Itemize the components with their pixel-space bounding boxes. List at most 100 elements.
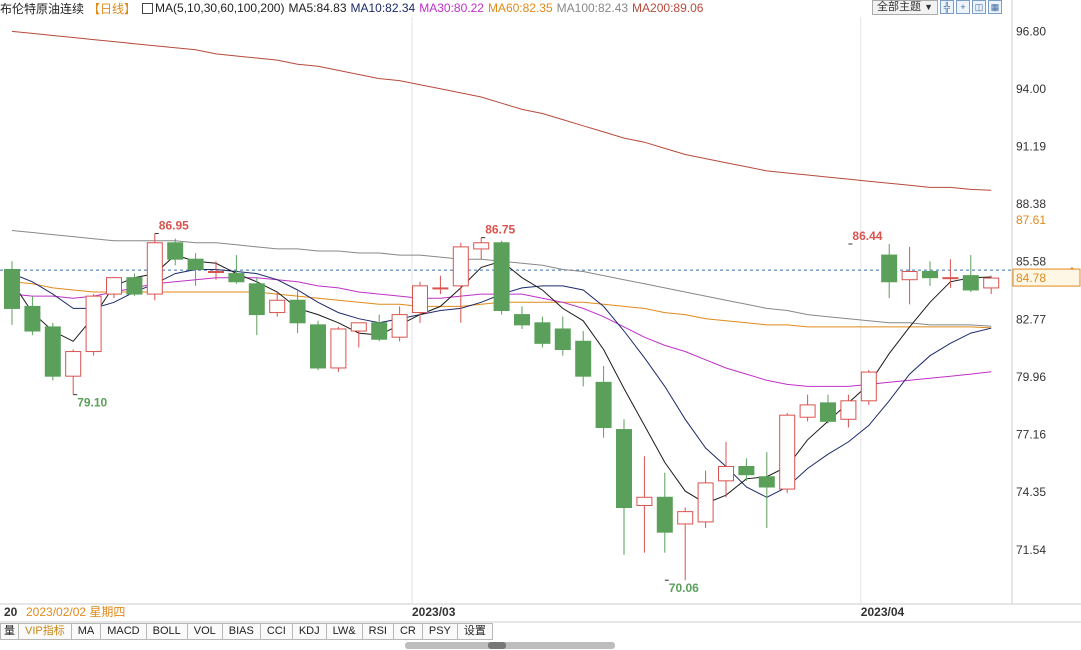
- candle-body[interactable]: [330, 328, 347, 369]
- candle-body[interactable]: [248, 283, 265, 316]
- y-tick-label: 77.16: [1016, 427, 1046, 441]
- candle-body[interactable]: [983, 277, 1000, 289]
- ma30-value: MA30:80.22: [419, 1, 484, 15]
- candle-body[interactable]: [554, 328, 571, 350]
- candle-body[interactable]: [493, 242, 510, 311]
- candle-body[interactable]: [534, 322, 551, 344]
- candle-body[interactable]: [922, 271, 938, 279]
- horizontal-scrollbar[interactable]: [405, 642, 615, 649]
- y-tick-label: 91.19: [1016, 140, 1046, 154]
- candle-body[interactable]: [656, 496, 673, 533]
- candle-body[interactable]: [820, 402, 836, 422]
- y-tick-label: 96.80: [1016, 24, 1046, 38]
- date-overlay: 2023/02/02 星期四: [26, 605, 125, 619]
- zoom-in-icon[interactable]: +: [955, 0, 970, 14]
- candle-body[interactable]: [44, 326, 61, 377]
- last-price-box: [1012, 268, 1081, 287]
- y-tick-label: 79.96: [1016, 370, 1046, 384]
- candle-body[interactable]: [106, 277, 122, 295]
- y-tick-label: 88.38: [1016, 197, 1046, 211]
- chart-legend: 布伦特原油连续 【日线】 MA(5,10,30,60,100,200) MA5:…: [0, 0, 707, 16]
- tab-psy[interactable]: PSY: [422, 623, 458, 640]
- chevron-down-icon: ▼: [924, 2, 933, 12]
- candle-body[interactable]: [636, 496, 653, 506]
- crosshair-icon[interactable]: ╬: [939, 0, 954, 14]
- candle-body[interactable]: [65, 351, 82, 377]
- y-tick-label: 85.58: [1016, 255, 1046, 269]
- tab-vol[interactable]: VOL: [187, 623, 223, 640]
- candle-body[interactable]: [942, 277, 959, 280]
- candle-body[interactable]: [371, 322, 388, 340]
- candle-body[interactable]: [412, 285, 428, 314]
- candle-body[interactable]: [779, 414, 796, 490]
- candle-body[interactable]: [575, 340, 592, 377]
- ma-settings-icon[interactable]: [142, 2, 154, 14]
- candle-body[interactable]: [167, 242, 184, 260]
- grid-layout-icon[interactable]: ▦: [987, 0, 1002, 14]
- ma-params: MA(5,10,30,60,100,200): [155, 1, 285, 15]
- instrument-title: 布伦特原油连续: [0, 1, 85, 16]
- candle-body[interactable]: [4, 268, 20, 309]
- candle-body[interactable]: [126, 277, 143, 295]
- period-label[interactable]: 【日线】: [88, 1, 137, 16]
- candle-body[interactable]: [187, 258, 204, 270]
- candle-body[interactable]: [514, 314, 530, 326]
- tab-settings[interactable]: 设置: [457, 623, 493, 640]
- low-label: 79.10: [77, 396, 107, 410]
- theme-label: 全部主题: [877, 1, 921, 13]
- ma60-value: MA60:82.35: [487, 1, 553, 15]
- candle-body[interactable]: [840, 400, 857, 420]
- candle-body[interactable]: [228, 273, 245, 283]
- tab-kdj[interactable]: KDJ: [292, 623, 327, 640]
- tab-boll[interactable]: BOLL: [146, 623, 188, 640]
- candle-body[interactable]: [799, 404, 816, 418]
- candle-body[interactable]: [289, 299, 306, 324]
- candle-body[interactable]: [310, 324, 326, 369]
- candle-body[interactable]: [208, 271, 224, 274]
- candle-body[interactable]: [697, 482, 714, 523]
- ma100-value: MA100:82.43: [556, 1, 629, 15]
- scrollbar-thumb[interactable]: [488, 642, 506, 649]
- tab-rsi[interactable]: RSI: [362, 623, 394, 640]
- candle-body[interactable]: [146, 242, 163, 295]
- high-label: 86.44: [852, 229, 882, 243]
- candle-body[interactable]: [901, 271, 918, 281]
- candle-body[interactable]: [738, 465, 755, 476]
- tab-lw[interactable]: LW&: [326, 623, 363, 640]
- tab-cr[interactable]: CR: [393, 623, 423, 640]
- y-tick-label: 71.54: [1016, 543, 1046, 557]
- ma200-value: MA200:89.06: [632, 1, 704, 15]
- last-price-label: 84.78: [1016, 271, 1046, 285]
- candle-body[interactable]: [962, 275, 979, 291]
- candle-body[interactable]: [391, 314, 408, 338]
- candle-body[interactable]: [85, 295, 102, 353]
- tab-macd[interactable]: MACD: [101, 623, 147, 640]
- tab-vip[interactable]: VIP指标: [19, 623, 72, 640]
- candle-body[interactable]: [677, 511, 694, 525]
- tab-vol-short[interactable]: 量: [0, 623, 19, 640]
- theme-dropdown[interactable]: 全部主题 ▼: [872, 0, 938, 15]
- candle-body[interactable]: [432, 287, 449, 290]
- x-tick-label: 2023/03: [412, 605, 456, 619]
- candle-body[interactable]: [860, 371, 877, 402]
- ma5-value: MA5:84.83: [288, 1, 347, 15]
- candle-body[interactable]: [452, 246, 469, 287]
- candle-body[interactable]: [473, 242, 490, 250]
- candle-body[interactable]: [881, 254, 898, 283]
- candle-body[interactable]: [616, 429, 632, 509]
- candle-body[interactable]: [718, 465, 734, 482]
- ma10-value: MA10:82.34: [350, 1, 416, 15]
- tab-bias[interactable]: BIAS: [222, 623, 261, 640]
- tab-ma[interactable]: MA: [71, 623, 102, 640]
- candle-body[interactable]: [350, 322, 367, 332]
- y-tick-label: 94.00: [1016, 82, 1046, 96]
- candle-body[interactable]: [269, 299, 286, 314]
- low-label: 70.06: [669, 581, 699, 595]
- fullscreen-icon[interactable]: ◫: [971, 0, 986, 14]
- candle-body[interactable]: [758, 476, 775, 488]
- candle-body[interactable]: [595, 381, 612, 428]
- tab-cci[interactable]: CCI: [260, 623, 293, 640]
- candle-body[interactable]: [24, 305, 41, 332]
- indicator-tabs: 量 VIP指标 MA MACD BOLL VOL BIAS CCI KDJ LW…: [0, 623, 493, 640]
